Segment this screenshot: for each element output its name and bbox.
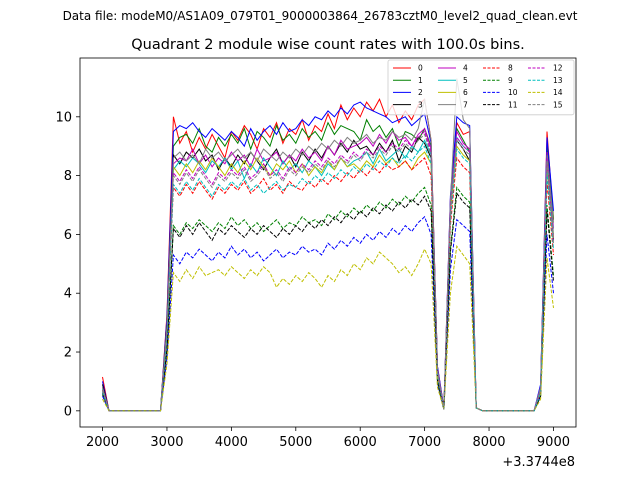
legend-label-8: 8	[508, 64, 513, 73]
y-tick-label: 6	[64, 228, 72, 243]
series-line-15	[102, 133, 554, 412]
legend-label-6: 6	[463, 88, 468, 97]
y-tick-label: 0	[64, 404, 72, 419]
x-tick-label: 6000	[344, 435, 377, 450]
y-tick-label: 2	[64, 346, 72, 361]
legend-box	[387, 59, 575, 116]
series-line-6	[102, 144, 554, 412]
legend-label-5: 5	[463, 76, 468, 85]
legend-label-3: 3	[418, 100, 423, 109]
x-tick-label: 2000	[86, 435, 119, 450]
series-line-14	[102, 244, 554, 412]
series-line-3	[102, 136, 554, 412]
legend-label-0: 0	[418, 64, 423, 73]
x-tick-label: 4000	[215, 435, 248, 450]
legend-label-9: 9	[508, 76, 513, 85]
figure-suptitle: Data file: modeM0/AS1A09_079T01_90000038…	[63, 9, 578, 23]
series-line-5	[102, 136, 554, 412]
x-tick-label: 9000	[537, 435, 570, 450]
legend-label-4: 4	[463, 64, 468, 73]
series-line-13	[102, 145, 554, 412]
x-tick-label: 7000	[408, 435, 441, 450]
axes-frame	[79, 57, 577, 428]
legend-label-12: 12	[553, 64, 563, 73]
x-axis-offset-label: +3.3744e8	[502, 455, 575, 470]
legend-label-11: 11	[508, 100, 518, 109]
y-tick-label: 4	[64, 287, 72, 302]
series-line-11	[102, 191, 554, 412]
legend-label-13: 13	[553, 76, 563, 85]
x-tick-label: 8000	[472, 435, 505, 450]
legend-label-7: 7	[463, 100, 468, 109]
chart-title: Quadrant 2 module wise count rates with …	[131, 37, 525, 53]
legend-label-10: 10	[508, 88, 518, 97]
x-tick-label: 5000	[279, 435, 312, 450]
y-tick-label: 10	[55, 110, 72, 125]
y-tick-label: 8	[64, 169, 72, 184]
legend-label-1: 1	[418, 76, 423, 85]
legend-label-2: 2	[418, 88, 423, 97]
legend-label-15: 15	[553, 100, 563, 109]
legend-label-14: 14	[553, 88, 563, 97]
x-tick-label: 3000	[150, 435, 183, 450]
plot-area: 2000 3000 4000 5000 6000 7000 8000 9000 0 2 4 6 8 10 0…	[55, 57, 577, 450]
